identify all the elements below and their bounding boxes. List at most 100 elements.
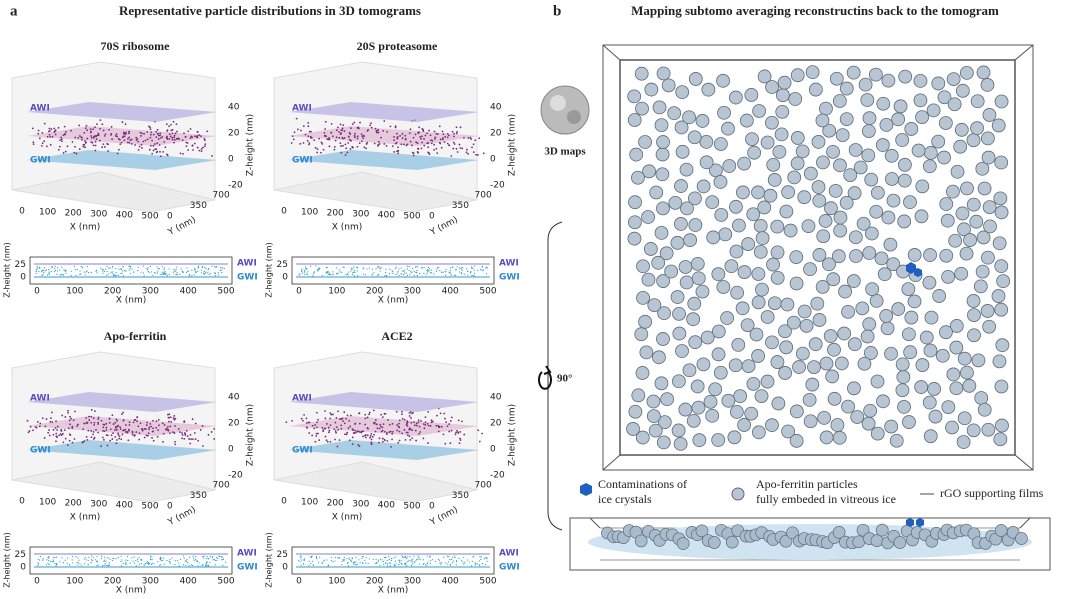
particle-dot [300, 417, 303, 420]
particle [995, 338, 1010, 353]
particle-dot [398, 559, 400, 561]
particle-dot [444, 271, 446, 273]
particle-dot [439, 269, 441, 272]
particle-dot [193, 142, 196, 145]
particle-dot [328, 137, 331, 139]
particle-dot [163, 557, 165, 559]
particle-dot [449, 564, 451, 566]
particle-dot [328, 145, 331, 148]
particle-dot [173, 134, 176, 137]
particle [654, 118, 669, 133]
particle-dot [72, 419, 75, 422]
particle-dot [318, 439, 321, 442]
particle [870, 185, 885, 200]
particle-dot [375, 131, 378, 134]
particle-dot [122, 266, 124, 268]
particle-dot [458, 557, 460, 560]
particle-dot [206, 558, 208, 560]
particle-dot [97, 418, 100, 421]
particle-dot [461, 269, 463, 271]
particle-dot [341, 560, 343, 562]
particle [893, 536, 907, 549]
particle-dot [327, 271, 329, 273]
particle-dot [154, 143, 156, 145]
particle-dot [148, 148, 151, 151]
particle-dot [148, 271, 150, 273]
particle-dot [403, 143, 405, 146]
particle-dot [112, 271, 114, 273]
particle-dot [436, 267, 439, 269]
particle-dot [203, 555, 205, 557]
particle-dot [356, 267, 359, 269]
particle [862, 246, 877, 260]
particle-dot [446, 563, 448, 565]
particle [749, 327, 764, 342]
particle-dot [392, 270, 394, 273]
particle [646, 409, 661, 424]
particle [688, 335, 703, 350]
particle-dot [106, 444, 109, 447]
particle [751, 267, 766, 281]
x-tick-label: 500 [479, 577, 496, 587]
particle-dot [64, 559, 66, 561]
z-tick-label: 40 [228, 393, 240, 403]
particle [996, 274, 1011, 289]
particle-dot [429, 562, 431, 564]
particle-dot [423, 138, 425, 140]
particle-dot [156, 128, 159, 131]
particle-dot [90, 130, 93, 133]
particle-dot [77, 557, 79, 559]
particle-dot [114, 275, 116, 277]
particle-dot [64, 150, 67, 153]
particle-dot [102, 272, 104, 274]
particle-dot [194, 422, 197, 425]
particle-dot [111, 559, 114, 562]
particle-dot [206, 130, 209, 133]
particle-dot [485, 556, 487, 559]
particle [946, 184, 960, 199]
particle [950, 164, 965, 179]
particle [967, 308, 981, 323]
particle-dot [98, 139, 101, 142]
particle [816, 155, 830, 170]
z-tick-label: -20 [490, 181, 505, 191]
particle-dot [126, 563, 128, 565]
particle-dot [353, 562, 355, 564]
particle-dot [209, 555, 211, 558]
particle-dot [186, 435, 189, 437]
x-tick-label: 500 [403, 502, 420, 512]
particle-dot [171, 128, 174, 131]
particle-dot [105, 564, 107, 566]
particle-dot [335, 136, 338, 139]
x-axis-label: X (nm) [332, 513, 363, 523]
particle-dot [395, 556, 397, 558]
particle [922, 275, 937, 290]
particle-dot [338, 131, 340, 133]
particle [656, 274, 671, 288]
particle-dot [346, 558, 348, 560]
particle [957, 222, 971, 237]
particle-dot [120, 565, 123, 567]
particle-dot [423, 562, 425, 565]
particle-dot [208, 273, 210, 276]
particle-dot [61, 140, 63, 143]
particle-dot [401, 417, 404, 420]
particle-dot [351, 436, 354, 439]
particle-dot [443, 141, 446, 144]
particle-dot [123, 429, 125, 432]
particle-dot [381, 429, 384, 432]
particle-dot [309, 556, 311, 558]
particle-dot [156, 150, 159, 153]
particle-dot [416, 142, 419, 145]
particle [853, 160, 868, 175]
particle-dot [370, 443, 373, 445]
particle-dot [309, 136, 312, 139]
interface-plane [27, 392, 217, 412]
particle [779, 204, 794, 219]
particle [903, 195, 917, 210]
y-tick-label: 700 [213, 481, 230, 491]
particle-dot [148, 563, 150, 565]
particle-dot [157, 429, 160, 432]
particle-dot [71, 441, 74, 444]
particle-dot [365, 274, 367, 276]
